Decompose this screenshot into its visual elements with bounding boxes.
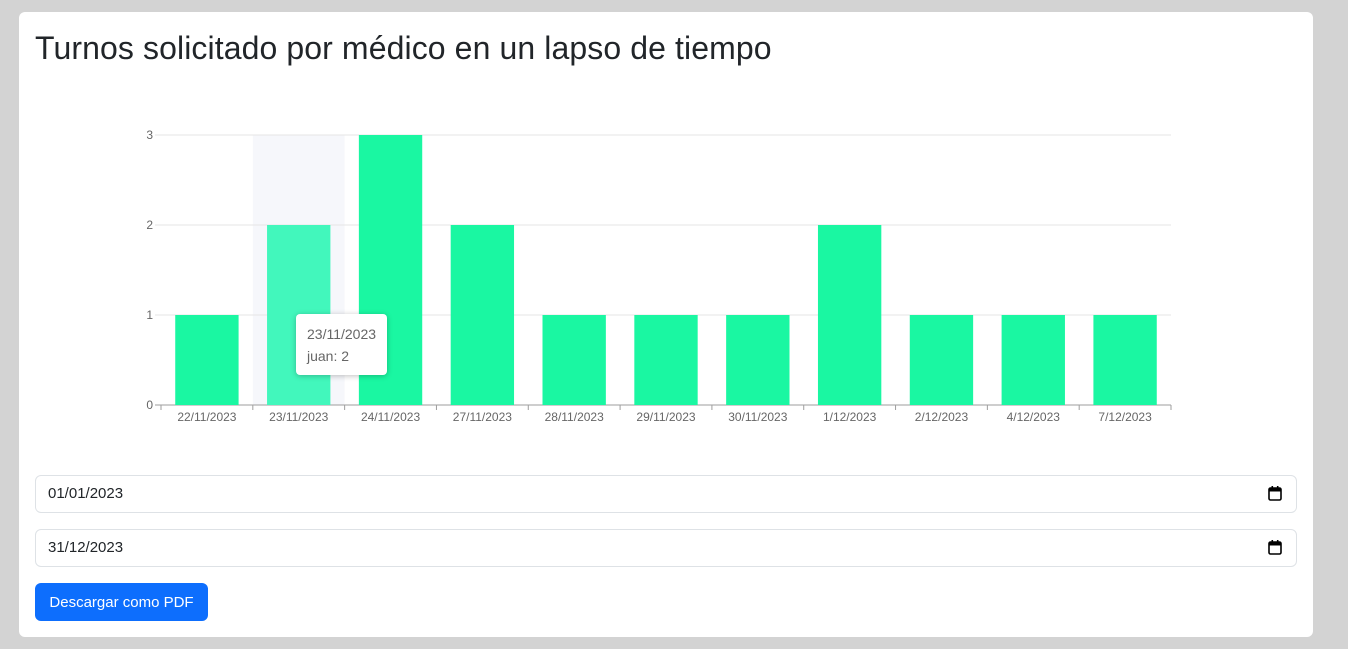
x-tick-label: 22/11/2023 [177,410,236,424]
bar[interactable] [1001,315,1065,405]
x-tick-label: 1/12/2023 [823,410,877,424]
x-tick-label: 27/11/2023 [453,410,512,424]
x-tick-label: 28/11/2023 [545,410,604,424]
bar[interactable] [542,315,606,405]
bar[interactable] [450,225,515,405]
y-tick-label: 0 [146,398,153,412]
start-date-value: 01/01/2023 [48,485,124,502]
download-pdf-button[interactable]: Descargar como PDF [35,583,208,621]
bar[interactable] [817,225,882,405]
bar[interactable] [175,315,239,405]
x-tick-label: 23/11/2023 [269,410,328,424]
end-date-input[interactable]: 31/12/2023 [35,529,1297,567]
bar[interactable] [726,315,790,405]
y-tick-label: 2 [146,218,153,232]
x-tick-label: 30/11/2023 [728,410,787,424]
x-tick-label: 7/12/2023 [1098,410,1152,424]
y-tick-label: 3 [146,128,153,142]
x-tick-label: 2/12/2023 [915,410,969,424]
end-date-value: 31/12/2023 [48,539,124,556]
calendar-icon[interactable] [1268,486,1282,501]
tooltip-title: 23/11/2023 [307,326,377,342]
chart-tooltip: 23/11/2023 juan: 2 [296,314,388,375]
bar[interactable] [634,315,698,405]
x-tick-label: 29/11/2023 [636,410,695,424]
x-tick-label: 24/11/2023 [361,410,420,424]
y-tick-label: 1 [146,308,153,322]
page-title: Turnos solicitado por médico en un lapso… [35,30,772,66]
bar[interactable] [909,315,974,405]
bar[interactable] [1093,315,1157,405]
calendar-icon[interactable] [1268,540,1282,555]
bar-chart: 0 1 2 3 22/11/2023 23/11/2023 24/11/2023 27/11/… [146,128,1172,424]
tooltip-value: juan: 2 [307,348,350,364]
start-date-input[interactable]: 01/01/2023 [35,475,1297,513]
x-tick-label: 4/12/2023 [1007,410,1061,424]
report-card: Turnos solicitado por médico en un lapso… [19,12,1313,637]
